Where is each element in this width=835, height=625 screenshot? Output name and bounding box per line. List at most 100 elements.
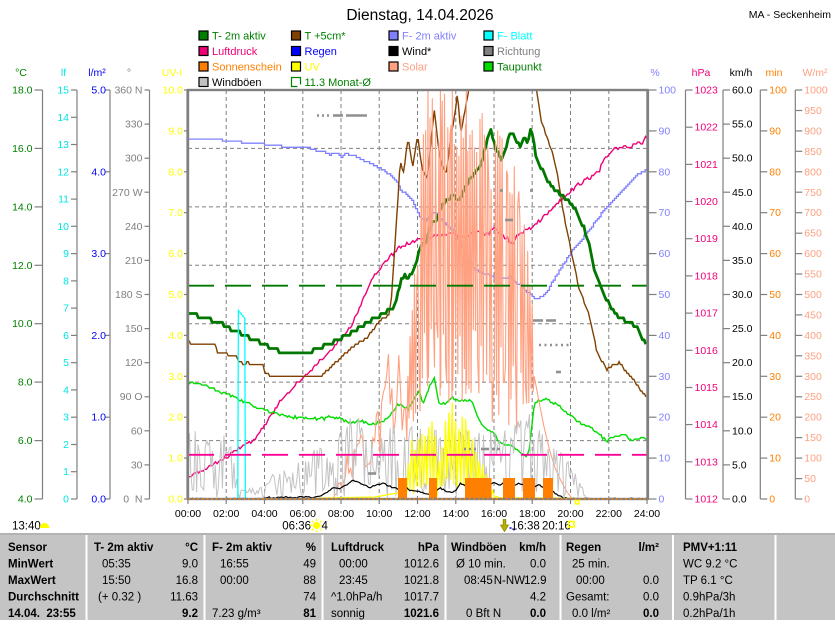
svg-text:60: 60 <box>769 248 781 260</box>
svg-text:14.04. 23:55: 14.04. 23:55 <box>8 608 76 620</box>
svg-text:13:40: 13:40 <box>12 521 41 533</box>
svg-text:10: 10 <box>57 221 69 233</box>
svg-text:11: 11 <box>58 194 69 206</box>
svg-text:9.2: 9.2 <box>182 608 198 620</box>
svg-text:TP 6.1 °C: TP 6.1 °C <box>683 575 733 587</box>
svg-text:3.0: 3.0 <box>91 248 106 260</box>
svg-text:9.0: 9.0 <box>168 125 183 137</box>
svg-text:20: 20 <box>659 412 671 424</box>
svg-text:1: 1 <box>63 466 69 478</box>
svg-text:Sensor: Sensor <box>8 542 48 554</box>
svg-text:950: 950 <box>804 105 822 117</box>
svg-text:0.0: 0.0 <box>732 494 747 506</box>
svg-text:00:00: 00:00 <box>175 508 201 520</box>
svg-text:500: 500 <box>804 289 822 301</box>
svg-text:PMV+1:11: PMV+1:11 <box>683 542 738 554</box>
svg-text:%: % <box>650 67 659 79</box>
svg-text:00:00: 00:00 <box>220 575 249 587</box>
svg-text:45.0: 45.0 <box>732 187 753 199</box>
svg-text:750: 750 <box>804 187 822 199</box>
svg-text:180 S: 180 S <box>115 289 142 301</box>
svg-text:0: 0 <box>769 494 775 506</box>
svg-text:150: 150 <box>804 432 822 444</box>
svg-text:0.0: 0.0 <box>530 608 546 620</box>
svg-text:Regen: Regen <box>305 46 337 58</box>
svg-text:10.0: 10.0 <box>12 318 33 330</box>
svg-text:16.8: 16.8 <box>176 575 198 587</box>
svg-text:12.9: 12.9 <box>524 575 546 587</box>
svg-text:Luftdruck: Luftdruck <box>212 46 258 58</box>
svg-text:240: 240 <box>125 221 143 233</box>
svg-text:300: 300 <box>804 371 822 383</box>
svg-text:16.0: 16.0 <box>12 143 33 155</box>
svg-text:5.0: 5.0 <box>91 85 106 97</box>
svg-text:330: 330 <box>125 119 143 131</box>
svg-text:900: 900 <box>804 125 822 137</box>
svg-text:05:35: 05:35 <box>102 559 131 571</box>
svg-text:Windböen: Windböen <box>212 77 262 89</box>
svg-text:100: 100 <box>804 453 822 465</box>
svg-text:4.0: 4.0 <box>18 494 33 506</box>
svg-text:UV: UV <box>305 62 321 74</box>
svg-text:08:45: 08:45 <box>464 575 493 587</box>
svg-text:l/m²: l/m² <box>88 67 106 79</box>
svg-text:°C: °C <box>185 542 198 554</box>
svg-text:18.0: 18.0 <box>12 85 33 97</box>
svg-text:l/m²: l/m² <box>639 542 660 554</box>
svg-text:18:00: 18:00 <box>519 508 545 520</box>
svg-text:100: 100 <box>769 85 787 97</box>
svg-text:km/h: km/h <box>730 67 753 79</box>
svg-text:Windböen: Windböen <box>451 542 506 554</box>
svg-text:35.0: 35.0 <box>732 255 753 267</box>
svg-text:0 N: 0 N <box>123 494 142 506</box>
svg-text:T +5cm*: T +5cm* <box>305 31 347 43</box>
svg-text:4.0: 4.0 <box>91 166 106 178</box>
svg-text:Durchschnitt: Durchschnitt <box>8 592 79 604</box>
svg-text:0: 0 <box>63 494 69 506</box>
svg-text:10: 10 <box>659 453 671 465</box>
svg-text:Gesamt:: Gesamt: <box>566 592 609 604</box>
svg-text:1021: 1021 <box>695 159 719 171</box>
svg-text:1013: 1013 <box>695 456 719 468</box>
svg-text:55.0: 55.0 <box>732 119 753 131</box>
svg-text:12.0: 12.0 <box>12 260 33 272</box>
svg-text:90: 90 <box>659 125 671 137</box>
svg-text:lf: lf <box>61 67 66 79</box>
svg-text:150: 150 <box>125 323 143 335</box>
svg-text:7: 7 <box>63 303 69 315</box>
svg-text:60.0: 60.0 <box>732 85 753 97</box>
svg-text:14: 14 <box>57 112 69 124</box>
svg-text:2.0: 2.0 <box>91 330 106 342</box>
svg-text:1.0: 1.0 <box>168 453 183 465</box>
svg-text:30: 30 <box>131 459 143 471</box>
svg-text:14.0: 14.0 <box>12 201 33 213</box>
svg-text:8: 8 <box>63 275 69 287</box>
svg-text:25 min.: 25 min. <box>572 559 610 571</box>
svg-text:1.0: 1.0 <box>91 412 106 424</box>
svg-text:40.0: 40.0 <box>732 221 753 233</box>
svg-text:100: 100 <box>659 85 677 97</box>
svg-text:550: 550 <box>804 269 822 281</box>
svg-text:210: 210 <box>125 255 143 267</box>
svg-text:°: ° <box>127 67 131 79</box>
svg-text:50: 50 <box>804 473 816 485</box>
svg-text:1022: 1022 <box>695 122 719 134</box>
svg-text:88: 88 <box>303 575 316 587</box>
svg-text:90 O: 90 O <box>120 391 143 403</box>
svg-text:50: 50 <box>769 289 781 301</box>
svg-text:0 Bft N: 0 Bft N <box>466 608 501 620</box>
svg-text:MaxWert: MaxWert <box>8 575 56 587</box>
svg-text:1018: 1018 <box>695 270 719 282</box>
svg-text:6.0: 6.0 <box>168 248 183 260</box>
svg-text:3.0: 3.0 <box>168 371 183 383</box>
svg-text:Richtung: Richtung <box>497 46 540 58</box>
svg-text:Ø 10 min.: Ø 10 min. <box>456 559 506 571</box>
svg-text:Luftdruck: Luftdruck <box>331 542 385 554</box>
svg-text:1019: 1019 <box>695 233 719 245</box>
svg-text:0: 0 <box>804 494 810 506</box>
svg-text:300: 300 <box>125 153 143 165</box>
svg-text:20:00: 20:00 <box>557 508 583 520</box>
svg-text:06:36: 06:36 <box>282 521 311 533</box>
svg-text:T- 2m aktiv: T- 2m aktiv <box>94 542 154 554</box>
svg-text:04:00: 04:00 <box>251 508 277 520</box>
